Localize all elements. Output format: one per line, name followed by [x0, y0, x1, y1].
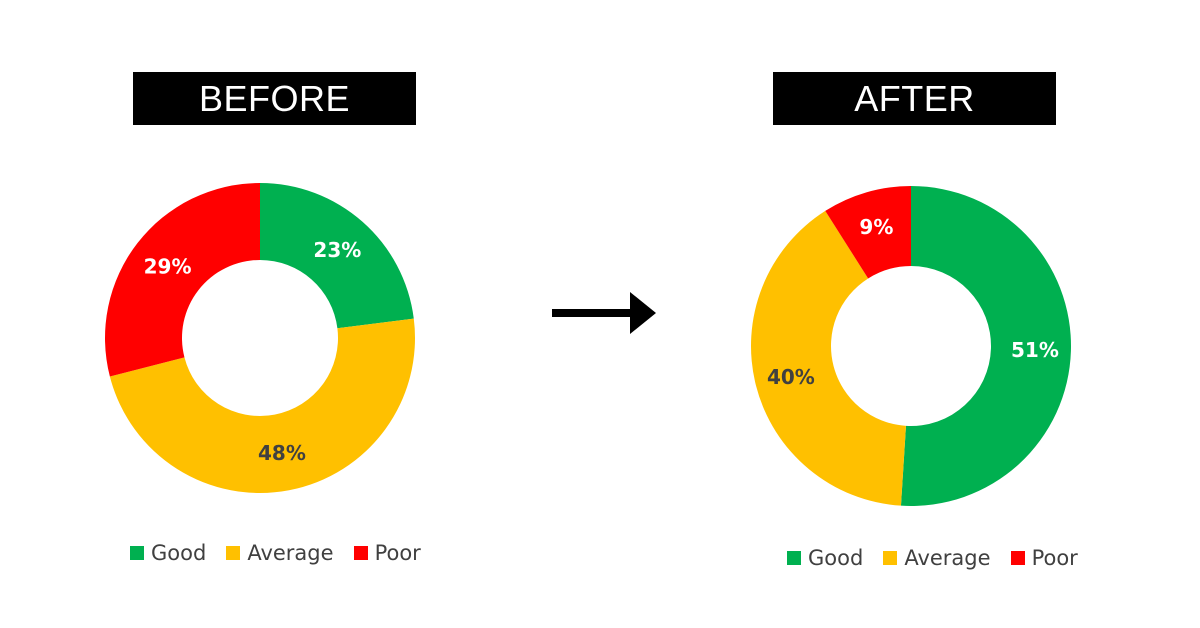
slice-label-poor: 29%: [144, 254, 192, 278]
slice-average: [109, 318, 415, 493]
legend-label-good: Good: [151, 541, 207, 565]
slice-average: [751, 210, 906, 506]
legend-item-good: Good: [130, 541, 206, 565]
legend-swatch-poor: [353, 546, 368, 560]
after-title: AFTER: [773, 72, 1056, 125]
slice-good: [900, 186, 1072, 506]
after-legend: Good Average Poor: [787, 546, 1098, 570]
legend-swatch-average: [883, 551, 898, 565]
legend-swatch-good: [787, 551, 801, 565]
slice-label-good: 23%: [313, 238, 361, 262]
before-donut-chart: 23% 48% 29%: [104, 183, 415, 493]
legend-swatch-good: [130, 546, 144, 560]
slice-label-good: 51%: [1011, 338, 1059, 362]
legend-item-average: Average: [226, 541, 334, 565]
legend-swatch-average: [226, 546, 241, 560]
slice-poor: [825, 186, 911, 279]
slice-poor: [104, 183, 260, 377]
legend-label-average: Average: [247, 541, 334, 565]
legend-label-poor: Poor: [1031, 546, 1078, 570]
before-title: BEFORE: [133, 72, 416, 125]
legend-item-good: Good: [787, 546, 863, 570]
slice-good: [260, 183, 414, 329]
legend-item-poor: Poor: [353, 541, 421, 565]
legend-item-average: Average: [883, 546, 991, 570]
before-legend: Good Average Poor: [130, 541, 441, 565]
slice-label-average: 40%: [767, 365, 815, 389]
legend-label-average: Average: [904, 546, 991, 570]
slice-label-average: 48%: [258, 441, 306, 465]
legend-label-poor: Poor: [374, 541, 421, 565]
legend-label-good: Good: [808, 546, 864, 570]
right-arrow-icon: [552, 292, 656, 334]
slice-label-poor: 9%: [859, 215, 893, 239]
legend-swatch-poor: [1010, 551, 1025, 565]
after-donut-chart: 51% 40% 9%: [751, 186, 1072, 506]
legend-item-poor: Poor: [1010, 546, 1078, 570]
